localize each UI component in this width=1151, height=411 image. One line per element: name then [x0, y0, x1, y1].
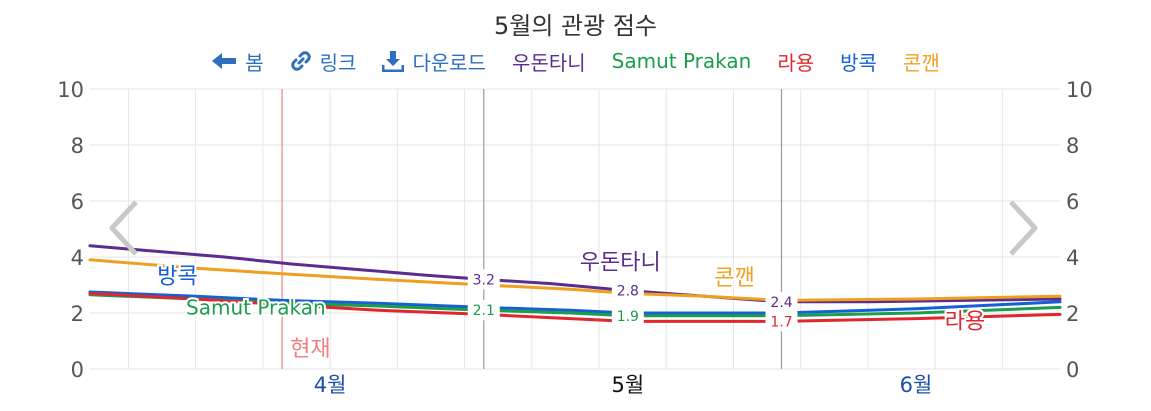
next-arrow-button[interactable] — [1005, 198, 1045, 258]
data-label: 1.9 — [617, 309, 639, 325]
series-label: 콘깬 — [714, 266, 754, 291]
y-tick-label-right: 4 — [1066, 246, 1079, 270]
data-label-background — [467, 300, 500, 321]
series-line — [626, 289, 783, 304]
y-tick-label-left: 2 — [71, 302, 84, 326]
legend-item-samut-prakan[interactable]: Samut Prakan — [612, 49, 752, 73]
series-line — [482, 305, 630, 315]
back-button-label: 봄 — [245, 50, 264, 75]
back-button[interactable]: 봄 — [211, 47, 264, 76]
y-tick-label-left: 6 — [71, 190, 84, 214]
series-line — [482, 308, 630, 318]
series-label: 라용 — [945, 309, 985, 334]
data-label: 3.2 — [473, 272, 495, 288]
data-label-background — [765, 311, 798, 332]
link-button[interactable]: 링크 — [290, 47, 357, 76]
data-label-background — [467, 269, 500, 290]
link-button-label: 링크 — [319, 50, 357, 75]
legend-label: Samut Prakan — [611, 49, 752, 73]
legend-item-rayong[interactable]: 라용 — [777, 47, 814, 76]
y-tick-label-right: 10 — [1066, 78, 1093, 102]
x-month-label: 4월 — [314, 373, 347, 397]
data-label-background — [611, 280, 644, 301]
link-icon — [290, 50, 312, 72]
y-tick-label-right: 2 — [1066, 302, 1079, 326]
x-month-label: 5월 — [611, 373, 644, 397]
series-line — [780, 312, 1062, 323]
y-tick-label-left: 4 — [71, 246, 84, 270]
data-label: 2.4 — [770, 295, 792, 311]
download-button[interactable]: 다운로드 — [382, 47, 486, 76]
chart-title: 5월의 관광 점수 — [493, 12, 657, 40]
chart-toolbar: 봄 링크 다운로드 우돈타니 Samut Prakan 라용 방콕 콘깬 — [0, 46, 1151, 76]
y-tick-label-right: 8 — [1066, 134, 1079, 158]
series-label: Samut Prakan — [186, 295, 326, 319]
download-button-label: 다운로드 — [412, 50, 487, 75]
y-tick-label-left: 0 — [71, 358, 84, 382]
current-marker-label: 현재 — [290, 337, 330, 362]
legend-label: 우돈타니 — [512, 50, 586, 75]
y-tick-label-left: 10 — [57, 78, 84, 102]
series-line — [780, 305, 1062, 318]
legend-item-khon-kaen[interactable]: 콘깬 — [903, 47, 940, 76]
series-line — [88, 291, 486, 316]
series-line — [88, 290, 486, 309]
series-label: 방콕 — [157, 265, 197, 290]
series-label: 우돈타니 — [580, 251, 661, 276]
series-line — [780, 294, 1062, 302]
prev-arrow-button[interactable] — [106, 198, 146, 258]
series-line — [88, 293, 486, 312]
series-line — [482, 277, 630, 293]
legend-item-udon-thani[interactable]: 우돈타니 — [512, 47, 586, 76]
series-line — [88, 244, 486, 281]
series-line — [780, 297, 1062, 304]
series-line — [88, 258, 486, 287]
series-line — [626, 291, 783, 302]
series-line — [780, 300, 1062, 315]
data-label: 2.1 — [473, 303, 495, 319]
chevron-left-icon — [109, 200, 138, 256]
download-icon — [382, 50, 405, 72]
chevron-right-icon — [1009, 200, 1038, 256]
legend-label: 방콕 — [840, 50, 877, 75]
data-label-background — [765, 291, 798, 312]
legend-label: 라용 — [777, 50, 815, 75]
legend-item-bangkok[interactable]: 방콕 — [840, 47, 877, 76]
y-tick-label-right: 6 — [1066, 190, 1079, 214]
x-month-label: 6월 — [900, 373, 933, 397]
data-label: 2.8 — [617, 284, 639, 300]
data-label: 1.7 — [770, 314, 792, 330]
series-line — [482, 283, 630, 295]
data-label-background — [611, 305, 644, 326]
y-tick-label-right: 0 — [1066, 358, 1079, 382]
arrow-left-icon — [211, 51, 237, 71]
series-line — [482, 312, 630, 323]
y-tick-label-left: 8 — [71, 134, 84, 158]
legend-label: 콘깬 — [902, 50, 940, 75]
